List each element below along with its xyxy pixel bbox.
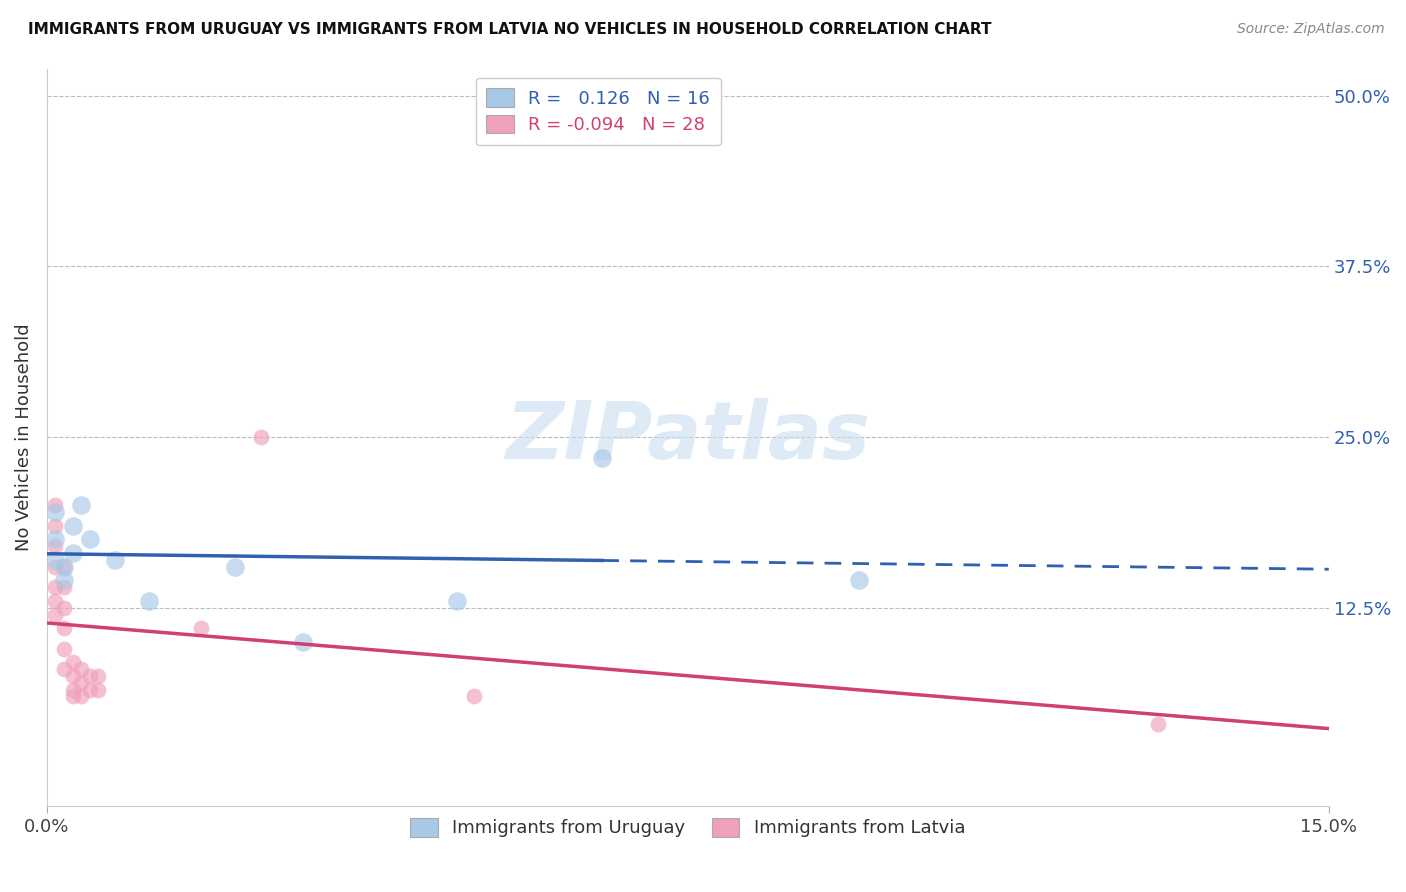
Point xyxy=(53,580,76,594)
Point xyxy=(62,690,84,704)
Point xyxy=(224,559,246,574)
Text: ZIPatlas: ZIPatlas xyxy=(505,398,870,476)
Point xyxy=(70,499,93,513)
Point xyxy=(62,519,84,533)
Point xyxy=(44,594,66,608)
Point xyxy=(446,594,468,608)
Point xyxy=(70,690,93,704)
Point xyxy=(62,546,84,560)
Point xyxy=(53,641,76,656)
Point xyxy=(44,533,66,547)
Point xyxy=(87,669,110,683)
Point xyxy=(44,505,66,519)
Text: IMMIGRANTS FROM URUGUAY VS IMMIGRANTS FROM LATVIA NO VEHICLES IN HOUSEHOLD CORRE: IMMIGRANTS FROM URUGUAY VS IMMIGRANTS FR… xyxy=(28,22,991,37)
Point xyxy=(62,656,84,670)
Point xyxy=(1147,716,1170,731)
Point xyxy=(70,676,93,690)
Point xyxy=(53,621,76,635)
Point xyxy=(848,574,870,588)
Point xyxy=(292,635,315,649)
Point xyxy=(53,662,76,676)
Point xyxy=(62,682,84,697)
Point xyxy=(44,553,66,567)
Point xyxy=(79,682,101,697)
Point xyxy=(104,553,127,567)
Point xyxy=(53,600,76,615)
Point xyxy=(79,533,101,547)
Point xyxy=(53,574,76,588)
Point xyxy=(44,539,66,553)
Point xyxy=(53,559,76,574)
Point xyxy=(44,580,66,594)
Point xyxy=(62,669,84,683)
Point xyxy=(44,607,66,622)
Text: Source: ZipAtlas.com: Source: ZipAtlas.com xyxy=(1237,22,1385,37)
Point xyxy=(79,669,101,683)
Point xyxy=(463,690,485,704)
Point xyxy=(87,682,110,697)
Point xyxy=(190,621,212,635)
Point xyxy=(44,499,66,513)
Legend: Immigrants from Uruguay, Immigrants from Latvia: Immigrants from Uruguay, Immigrants from… xyxy=(404,811,973,845)
Y-axis label: No Vehicles in Household: No Vehicles in Household xyxy=(15,323,32,551)
Point xyxy=(70,662,93,676)
Point xyxy=(249,430,271,444)
Point xyxy=(138,594,160,608)
Point xyxy=(44,519,66,533)
Point xyxy=(591,450,613,465)
Point xyxy=(44,559,66,574)
Point xyxy=(53,559,76,574)
